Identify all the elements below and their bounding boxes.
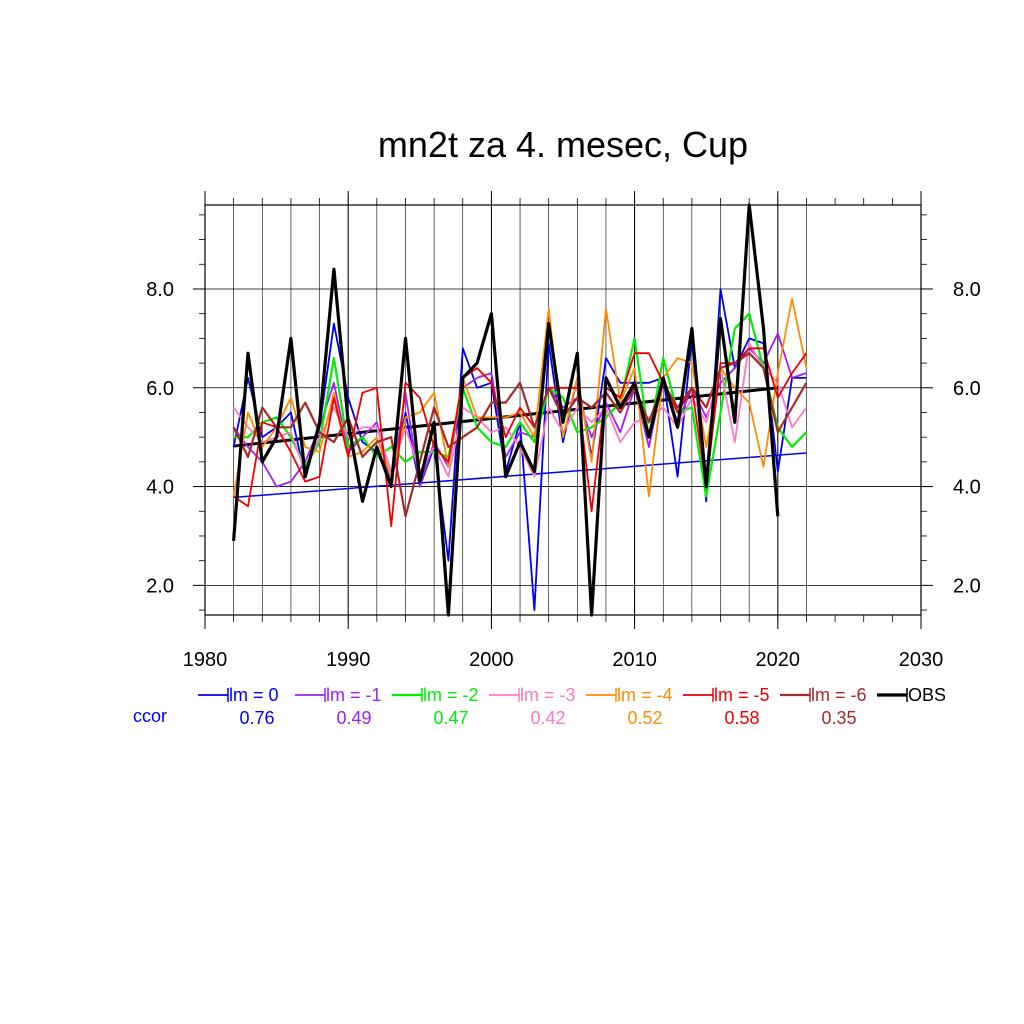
y-tick-label-left: 2.0 — [146, 575, 174, 597]
legend: lm = 0 0.76 lm = -1 0.49 lm = -2 0.47 lm = -3 0… — [133, 685, 946, 728]
series-line — [233, 312, 808, 498]
series-line — [232, 203, 780, 617]
legend-label: lm = -5 — [714, 685, 770, 705]
ccor-value: 0.58 — [724, 708, 759, 728]
y-tick-label-right: 2.0 — [953, 575, 981, 597]
legend-label: lm = -6 — [811, 685, 867, 705]
ccor-value: 0.35 — [821, 708, 856, 728]
ccor-value: 0.52 — [627, 708, 662, 728]
y-tick-label-right: 4.0 — [953, 477, 981, 499]
trend-line — [233, 452, 807, 499]
ccor-value: 0.76 — [239, 708, 274, 728]
legend-label: lm = -1 — [326, 685, 382, 705]
legend-label: lm = -3 — [520, 685, 576, 705]
x-tick-label: 2020 — [756, 649, 801, 671]
y-tick-label-right: 8.0 — [953, 279, 981, 301]
legend-label: lm = 0 — [229, 685, 279, 705]
legend-label: lm = -4 — [617, 685, 673, 705]
x-tick-label: 2000 — [469, 649, 514, 671]
series-lines — [232, 203, 808, 617]
chart-title: mn2t za 4. mesec, Cup — [378, 124, 748, 165]
x-tick-label: 1990 — [326, 649, 371, 671]
ccor-label: ccor — [133, 706, 167, 726]
legend-label: OBS — [908, 685, 946, 705]
y-tick-label-left: 4.0 — [146, 477, 174, 499]
y-tick-label-left: 8.0 — [146, 279, 174, 301]
series-line — [232, 352, 808, 518]
series-line — [232, 342, 808, 478]
y-tick-label-left: 6.0 — [146, 378, 174, 400]
x-tick-label: 2010 — [612, 649, 657, 671]
tick-labels: 1980 1990 2000 2010 2020 2030 2.0 2.0 4.0 4.0 6.0 6… — [146, 279, 981, 671]
plot-frame — [204, 204, 922, 616]
legend-label: lm = -2 — [423, 685, 479, 705]
x-tick-label: 2030 — [899, 649, 944, 671]
y-tick-label-right: 6.0 — [953, 378, 981, 400]
ccor-value: 0.42 — [530, 708, 565, 728]
ccor-value: 0.49 — [336, 708, 371, 728]
ccor-value: 0.47 — [433, 708, 468, 728]
x-tick-label: 1980 — [183, 649, 228, 671]
